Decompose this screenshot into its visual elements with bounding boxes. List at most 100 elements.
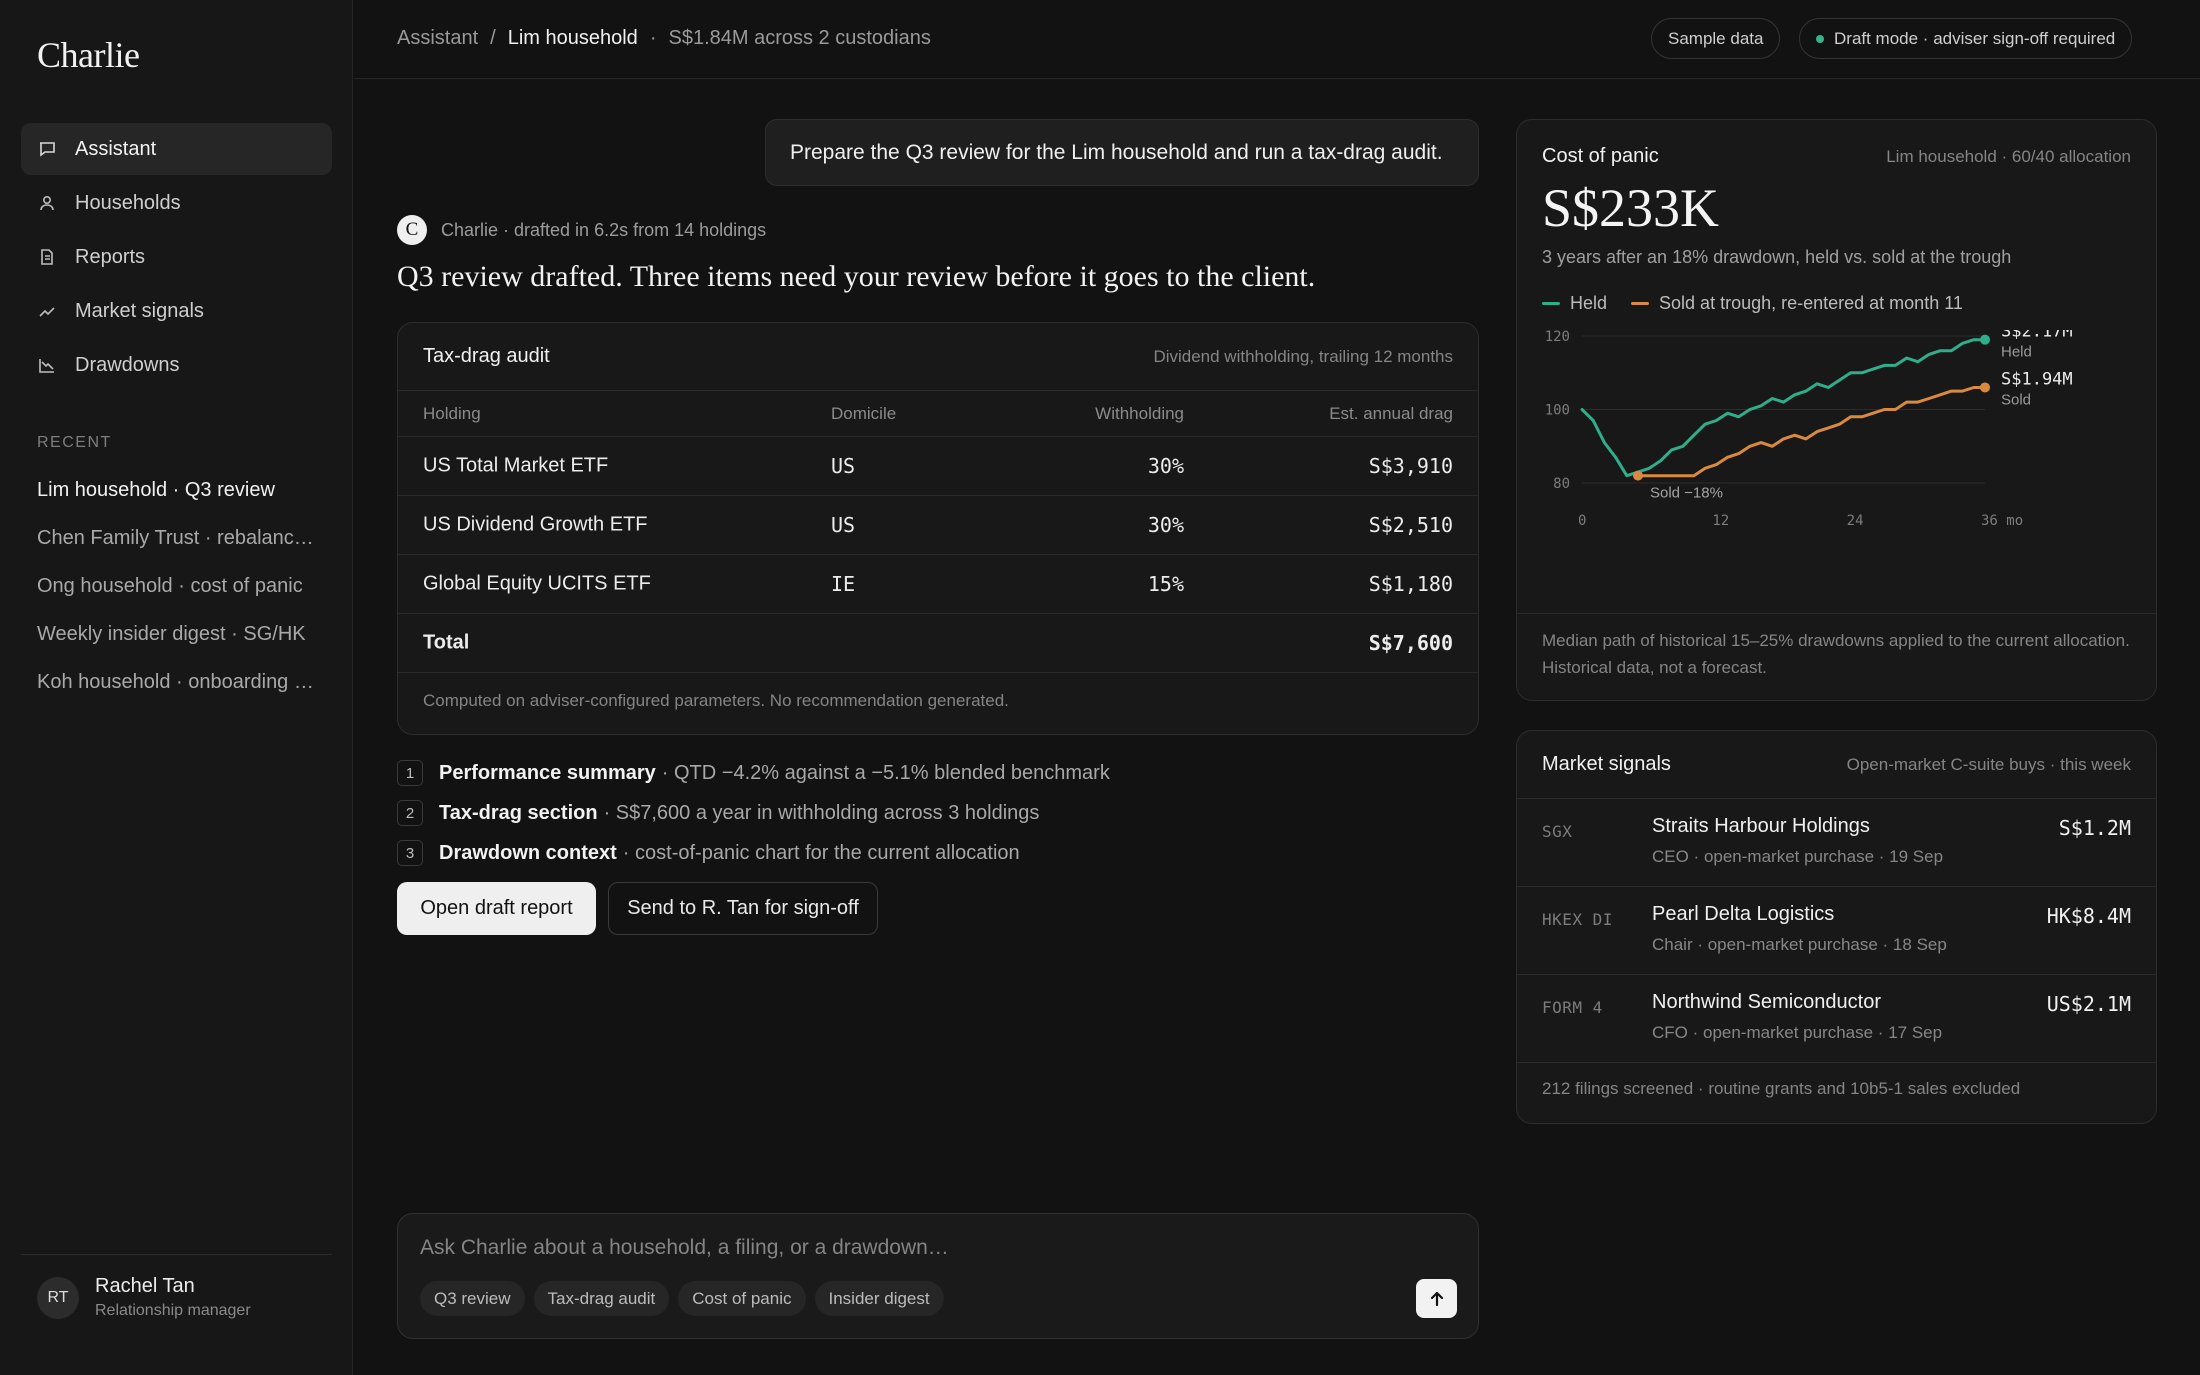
chip-q3-review[interactable]: Q3 review — [420, 1281, 525, 1316]
sidebar-item-market-signals[interactable]: Market signals — [21, 285, 332, 337]
drag-cell: S$3,910 — [1368, 454, 1453, 478]
column-header-withholding: Withholding — [1095, 403, 1184, 423]
table-row: US Dividend Growth ETF US 30% S$2,510 — [398, 496, 1478, 555]
breadcrumb-root[interactable]: Assistant — [397, 27, 479, 49]
trough-marker — [1632, 470, 1643, 481]
item-detail: · QTD −4.2% against a −5.1% blended benc… — [661, 761, 1110, 784]
card-title: Cost of panic — [1542, 145, 1659, 167]
card-title: Tax-drag audit — [423, 345, 550, 367]
review-items-list: 1 Performance summary · QTD −4.2% agains… — [397, 753, 1110, 873]
signal-row[interactable]: HKEX DI Pearl Delta Logistics Chair · op… — [1517, 887, 2156, 975]
document-icon — [41, 249, 53, 265]
domicile-cell: IE — [831, 572, 856, 596]
send-button[interactable] — [1416, 1279, 1457, 1318]
card-header: Market signals Open-market C-suite buys … — [1517, 731, 2156, 799]
legend-swatch — [1542, 302, 1560, 305]
recent-item[interactable]: Weekly insider digest · SG/HK — [37, 623, 306, 645]
item-detail: · S$7,600 a year in withholding across 3… — [603, 801, 1040, 824]
column-header-holding: Holding — [423, 403, 481, 423]
card-subtitle: Dividend withholding, trailing 12 months — [1153, 346, 1453, 366]
withholding-cell: 30% — [1147, 454, 1184, 478]
sidebar-item-label: Drawdowns — [75, 353, 180, 376]
holding-cell: US Dividend Growth ETF — [423, 513, 648, 536]
sidebar-item-label: Reports — [75, 245, 146, 268]
column-header-drag: Est. annual drag — [1329, 403, 1453, 423]
breadcrumb-current[interactable]: Lim household — [507, 27, 638, 49]
total-value: S$7,600 — [1368, 631, 1453, 655]
user-profile[interactable]: RT Rachel Tan Relationship manager — [37, 1275, 251, 1320]
signal-row[interactable]: SGX Straits Harbour Holdings CEO · open-… — [1517, 799, 2156, 887]
series-end-marker — [1980, 382, 1990, 393]
sidebar-item-label: Households — [75, 191, 181, 214]
sidebar-nav: Assistant Households Reports Market sign… — [21, 123, 332, 393]
item-number: 1 — [397, 760, 423, 786]
signal-row[interactable]: FORM 4 Northwind Semiconductor CFO · ope… — [1517, 975, 2156, 1063]
chip-tax-drag-audit[interactable]: Tax-drag audit — [533, 1281, 670, 1316]
sidebar-item-assistant[interactable]: Assistant — [21, 123, 332, 175]
cost-subtitle: 3 years after an 18% drawdown, held vs. … — [1542, 247, 2012, 267]
brand-logo[interactable]: Charlie — [37, 35, 140, 75]
sample-data-badge: Sample data — [1651, 18, 1781, 59]
sidebar-item-label: Market signals — [75, 299, 204, 322]
chat-input[interactable] — [420, 1228, 1420, 1268]
recent-item[interactable]: Ong household · cost of panic — [37, 575, 303, 597]
user-name: Rachel Tan — [95, 1275, 195, 1297]
table-row: Global Equity UCITS ETF IE 15% S$1,180 — [398, 555, 1478, 614]
x-tick-label: 24 — [1847, 513, 1864, 529]
signal-company: Pearl Delta Logistics — [1652, 903, 1835, 925]
trough-annotation: Sold −18% — [1650, 485, 1723, 502]
item-title: Tax-drag section — [439, 801, 598, 824]
sidebar-divider — [21, 1254, 332, 1255]
legend-label: Sold at trough, re-entered at month 11 — [1659, 293, 1963, 313]
signal-amount: S$1.2M — [2058, 816, 2131, 840]
card-title: Market signals — [1542, 753, 1671, 775]
avatar: RT — [37, 1276, 79, 1319]
item-number: 2 — [397, 800, 423, 826]
user-message: Prepare the Q3 review for the Lim househ… — [765, 119, 1479, 186]
column-header-domicile: Domicile — [831, 403, 897, 423]
breadcrumb-detail: S$1.84M across 2 custodians — [668, 27, 931, 49]
recent-heading: RECENT — [37, 434, 112, 451]
x-tick-label: 12 — [1712, 513, 1729, 529]
sidebar-item-households[interactable]: Households — [21, 177, 332, 229]
card-subtitle: Open-market C-suite buys · this week — [1846, 754, 2131, 774]
withholding-cell: 30% — [1147, 513, 1184, 537]
sidebar: Charlie Assistant Households Reports Mar… — [0, 0, 353, 1375]
x-tick-label: 0 — [1578, 513, 1586, 529]
signal-amount: US$2.1M — [2046, 992, 2131, 1016]
send-for-signoff-button[interactable]: Send to R. Tan for sign-off — [608, 882, 878, 935]
series-end-value: S$2.17M — [2001, 330, 2073, 342]
table-header-row: Holding Domicile Withholding Est. annual… — [398, 391, 1478, 437]
list-item: 3 Drawdown context · cost-of-panic chart… — [397, 833, 1110, 873]
chip-cost-of-panic[interactable]: Cost of panic — [678, 1281, 806, 1316]
chart-footnote: Median path of historical 15–25% drawdow… — [1542, 631, 2130, 677]
breadcrumb-separator: / — [490, 27, 496, 49]
recent-item[interactable]: Koh household · onboarding … — [37, 671, 314, 693]
legend-item-sold: Sold at trough, re-entered at month 11 — [1631, 293, 1963, 314]
item-number: 3 — [397, 840, 423, 866]
trend-up-icon — [39, 307, 55, 317]
assistant-meta: C Charlie · drafted in 6.2s from 14 hold… — [397, 215, 766, 245]
sidebar-item-drawdowns[interactable]: Drawdowns — [21, 339, 332, 391]
recent-item[interactable]: Lim household · Q3 review — [37, 479, 275, 501]
list-item: 1 Performance summary · QTD −4.2% agains… — [397, 753, 1110, 793]
user-role: Relationship manager — [95, 1302, 251, 1319]
chat-icon — [40, 142, 55, 157]
card-context: Lim household · 60/40 allocation — [1886, 147, 2131, 166]
card-divider — [1517, 613, 2156, 614]
recent-item[interactable]: Chen Family Trust · rebalance… — [37, 527, 322, 549]
chip-insider-digest[interactable]: Insider digest — [814, 1281, 944, 1316]
signal-company: Straits Harbour Holdings — [1652, 815, 1870, 837]
card-footnote: 212 filings screened · routine grants an… — [1542, 1079, 2021, 1098]
trend-down-icon — [39, 359, 54, 373]
series-end-label: Held — [2001, 344, 2032, 361]
signal-source: HKEX DI — [1542, 910, 1613, 929]
x-tick-label: 36 mo — [1981, 513, 2023, 529]
item-title: Drawdown context — [439, 841, 617, 864]
breadcrumb-dot: · — [649, 27, 657, 49]
sidebar-item-reports[interactable]: Reports — [21, 231, 332, 283]
series-end-marker — [1980, 334, 1990, 345]
arrow-up-icon — [1430, 1291, 1443, 1306]
market-signals-card: Market signals Open-market C-suite buys … — [1516, 730, 2157, 1124]
open-draft-report-button[interactable]: Open draft report — [397, 882, 596, 935]
